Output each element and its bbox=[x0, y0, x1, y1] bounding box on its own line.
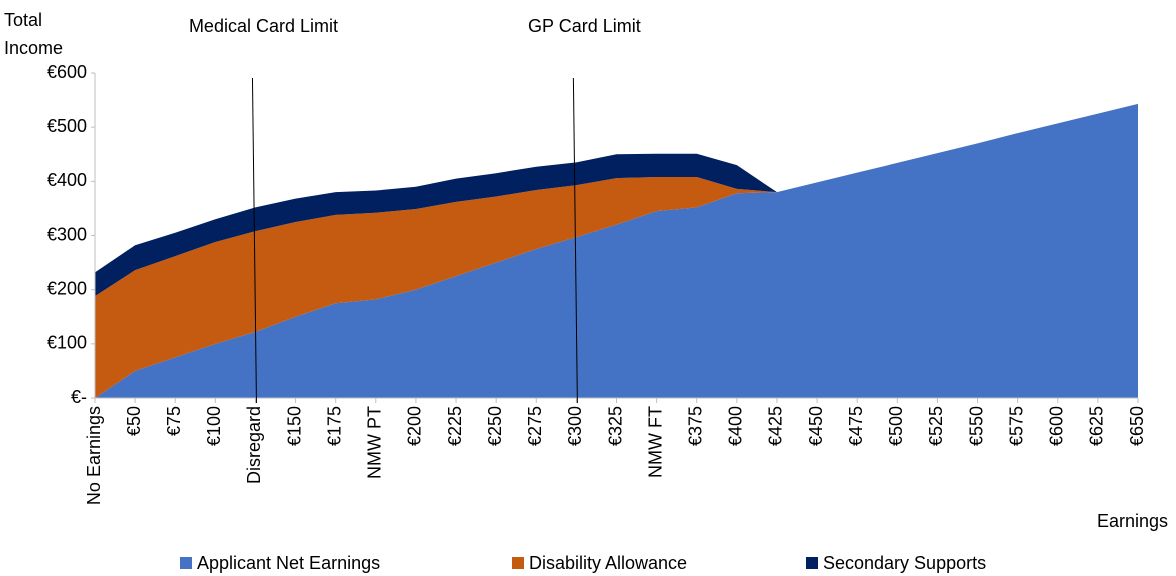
x-tick-label: €500 bbox=[886, 406, 906, 446]
x-tick-label: €75 bbox=[164, 406, 184, 436]
legend-swatch bbox=[180, 557, 192, 569]
x-tick-label: €375 bbox=[685, 406, 705, 446]
y-tick-label: €200 bbox=[47, 278, 87, 298]
x-tick-label: NMW PT bbox=[365, 406, 385, 479]
y-tick-label: €600 bbox=[47, 62, 87, 82]
y-axis-label: Total Income bbox=[4, 10, 64, 58]
x-tick-label: €650 bbox=[1127, 406, 1147, 446]
y-tick-label: €300 bbox=[47, 224, 87, 244]
x-axis-label: Earnings bbox=[1097, 511, 1168, 531]
legend-swatch bbox=[512, 557, 524, 569]
x-tick-label: €275 bbox=[525, 406, 545, 446]
x-tick-label: €625 bbox=[1087, 406, 1107, 446]
x-tick-label: €50 bbox=[124, 406, 144, 436]
y-tick-label: €500 bbox=[47, 116, 87, 136]
y-tick-label: €100 bbox=[47, 333, 87, 353]
x-tick-label: €575 bbox=[1006, 406, 1026, 446]
x-tick-label: €250 bbox=[485, 406, 505, 446]
x-tick-label: €150 bbox=[284, 406, 304, 446]
x-tick-label: €550 bbox=[966, 406, 986, 446]
limit-line bbox=[251, 77, 257, 404]
annotation: GP Card Limit bbox=[528, 16, 641, 36]
area bbox=[95, 103, 1138, 398]
x-tick-label: €400 bbox=[726, 406, 746, 446]
x-tick-label: Disregard bbox=[244, 406, 264, 484]
legend-label: Secondary Supports bbox=[823, 553, 986, 573]
x-tick-label: €600 bbox=[1047, 406, 1067, 446]
annotation: Medical Card Limit bbox=[189, 16, 338, 36]
x-tick-label: €525 bbox=[926, 406, 946, 446]
y-tick-label: €- bbox=[71, 387, 87, 407]
legend-label: Disability Allowance bbox=[529, 553, 687, 573]
x-tick-label: €225 bbox=[445, 406, 465, 446]
x-tick-label: €325 bbox=[605, 406, 625, 446]
limit-line bbox=[572, 77, 578, 404]
y-tick-label: €400 bbox=[47, 170, 87, 190]
legend-label: Applicant Net Earnings bbox=[197, 553, 380, 573]
x-tick-label: No Earnings bbox=[84, 406, 104, 505]
x-tick-label: €450 bbox=[806, 406, 826, 446]
legend-swatch bbox=[806, 557, 818, 569]
x-tick-label: €475 bbox=[846, 406, 866, 446]
area bbox=[95, 103, 1138, 398]
x-tick-label: €175 bbox=[324, 406, 344, 446]
x-tick-label: €425 bbox=[766, 406, 786, 446]
x-tick-label: €200 bbox=[405, 406, 425, 446]
x-tick-label: €100 bbox=[204, 406, 224, 446]
x-tick-label: NMW FT bbox=[645, 406, 665, 478]
area bbox=[95, 103, 1138, 297]
x-tick-label: €300 bbox=[565, 406, 585, 446]
